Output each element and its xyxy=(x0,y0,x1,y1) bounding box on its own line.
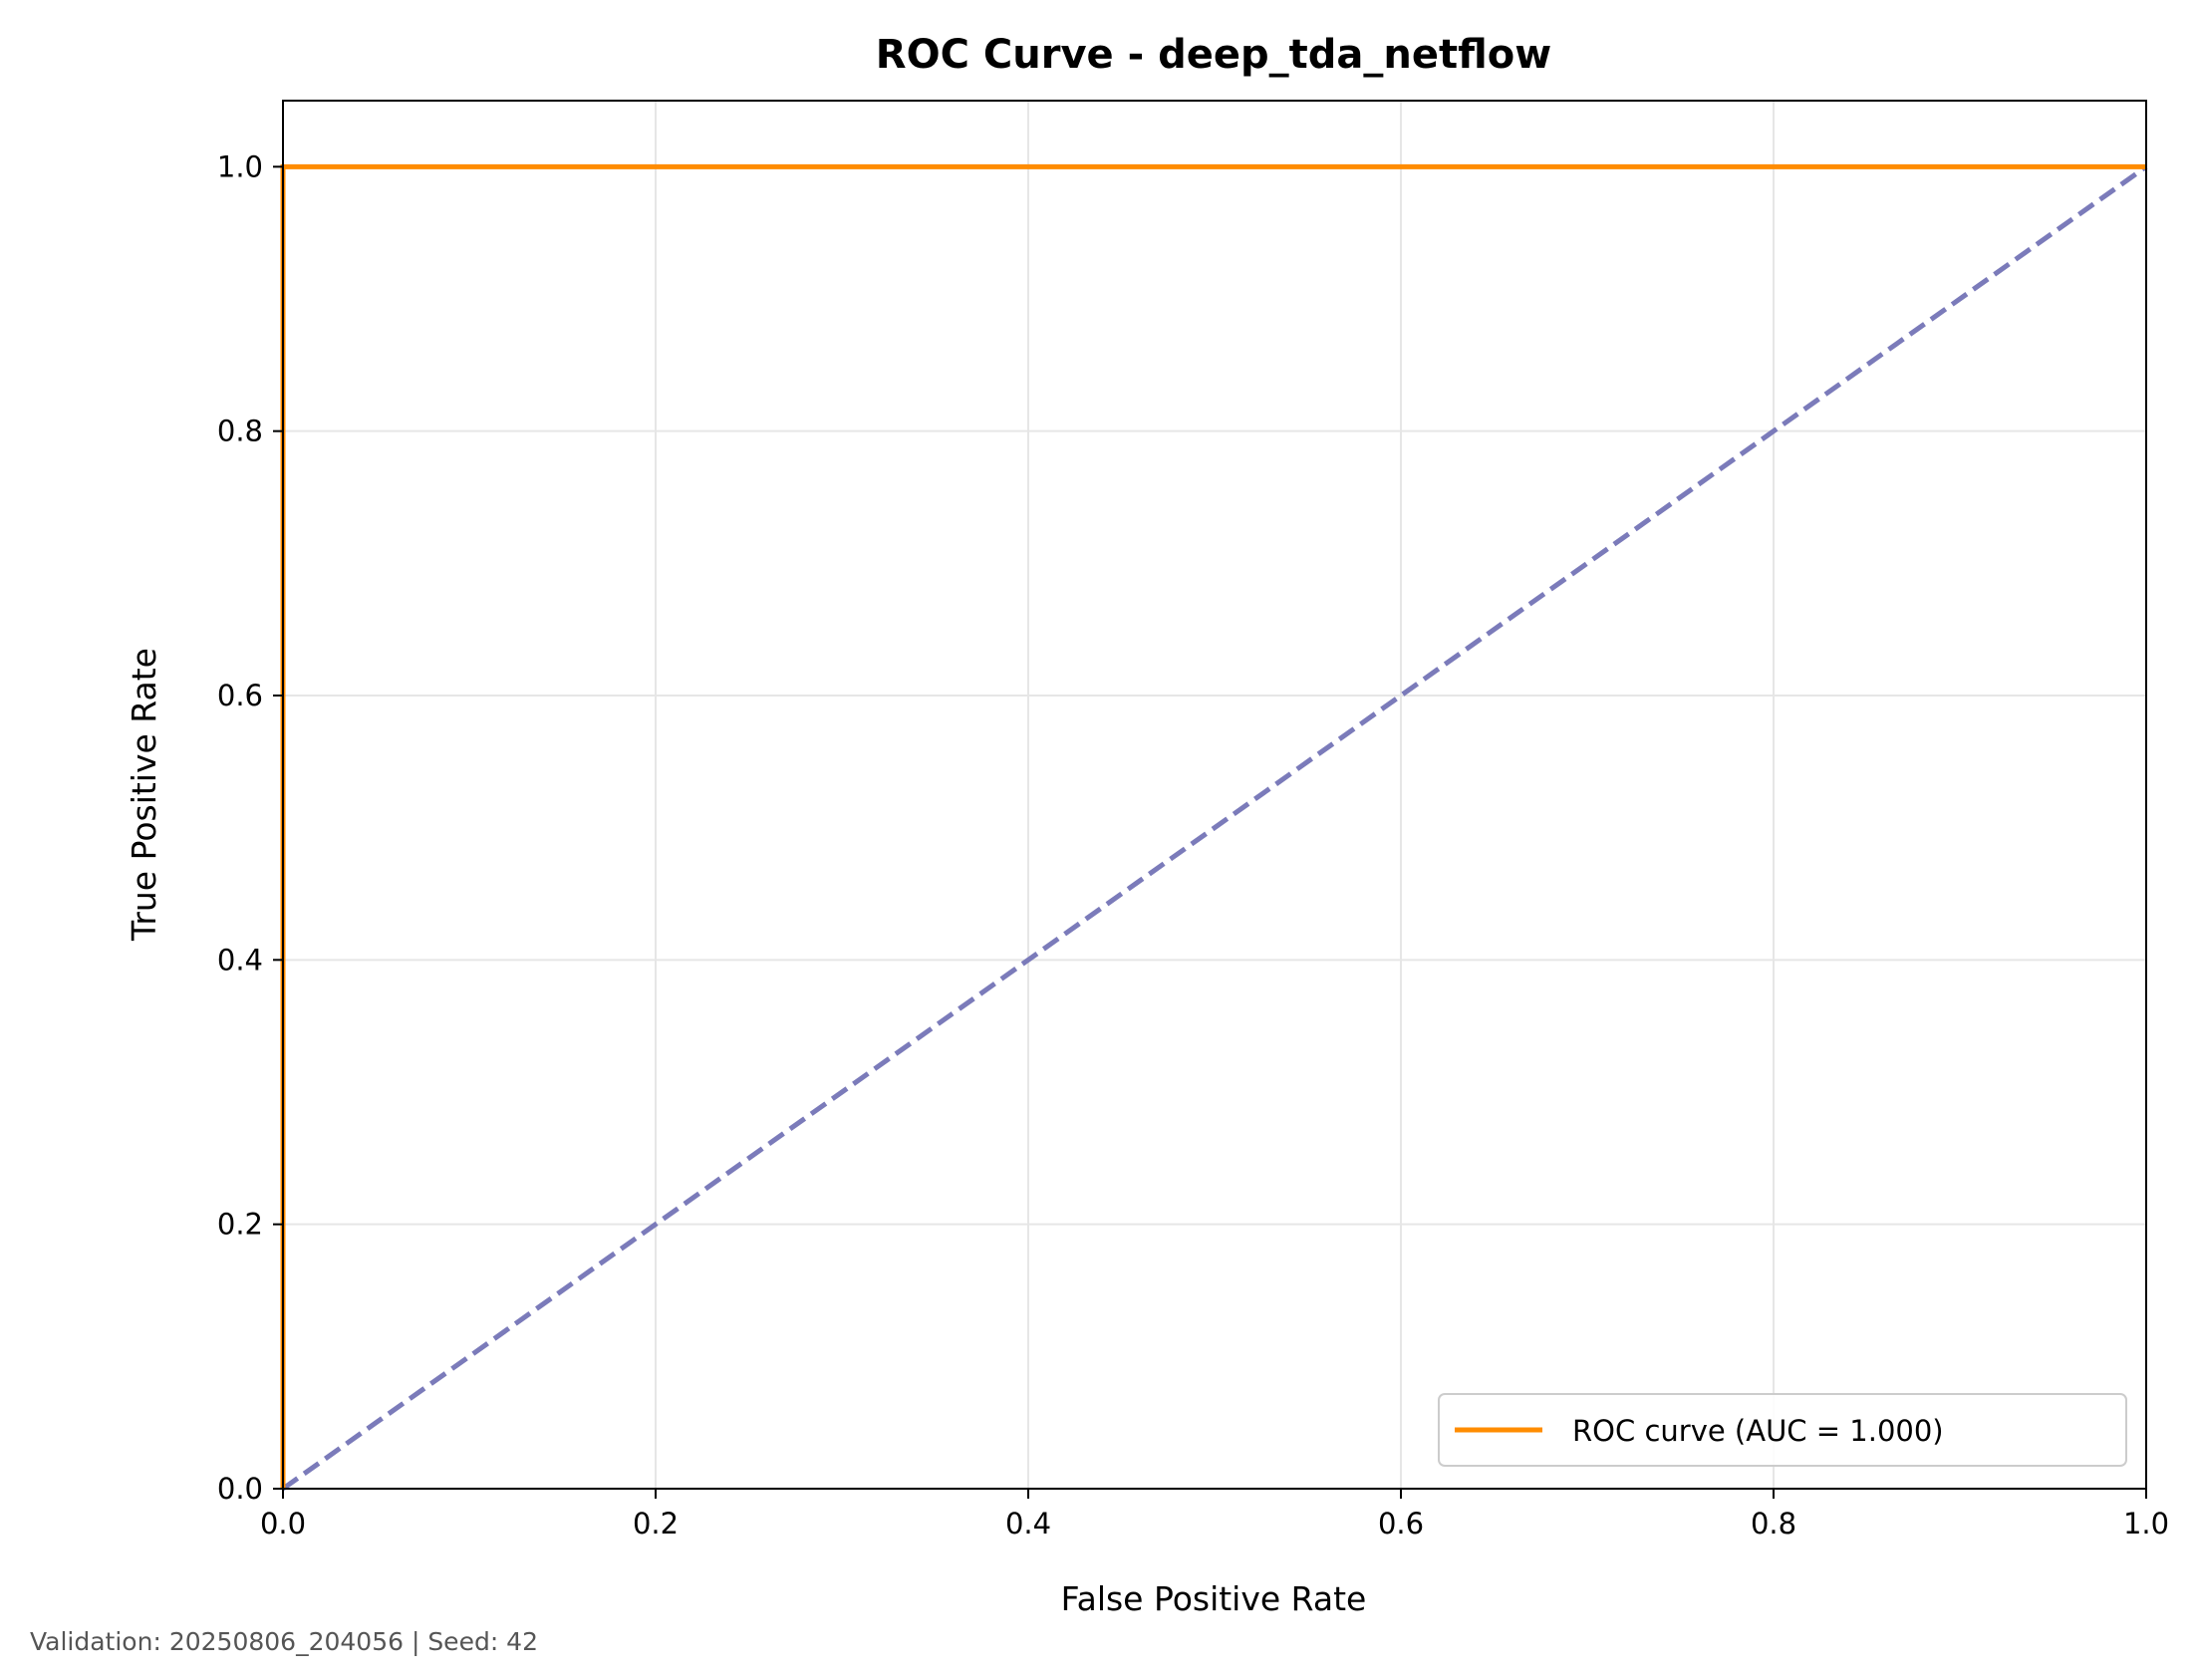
y-tick-label: 1.0 xyxy=(217,149,263,183)
chart-title: ROC Curve - deep_tda_netflow xyxy=(876,32,1551,78)
random-baseline-line xyxy=(281,164,2148,1492)
y-tick-label: 0.0 xyxy=(217,1472,263,1506)
legend-label-roc: ROC curve (AUC = 1.000) xyxy=(1572,1414,1944,1448)
grid-lines xyxy=(282,101,2147,1490)
y-tick-label: 0.4 xyxy=(217,943,263,977)
y-axis-label: True Positive Rate xyxy=(125,648,163,942)
x-axis-label: False Positive Rate xyxy=(1061,1579,1367,1618)
axis-ticks: 0.0 0.2 0.4 0.6 0.8 1.0 0.0 0.2 0.4 0.6 0.8 1.0 xyxy=(217,149,2169,1540)
legend-box xyxy=(1438,1393,2127,1467)
y-tick-label: 0.2 xyxy=(217,1208,263,1242)
x-tick-label: 0.4 xyxy=(1005,1507,1051,1540)
y-tick-label: 0.6 xyxy=(217,679,263,712)
y-tick-label: 0.8 xyxy=(217,415,263,448)
x-tick-label: 1.0 xyxy=(2123,1507,2169,1540)
plot-frame xyxy=(282,100,2147,1490)
footer-note: Validation: 20250806_204056 | Seed: 42 xyxy=(30,1627,538,1656)
series-layer xyxy=(280,163,2148,1492)
x-tick-label: 0.6 xyxy=(1378,1507,1424,1540)
legend: ROC curve (AUC = 1.000) xyxy=(1438,1393,2127,1467)
x-tick-label: 0.2 xyxy=(633,1507,679,1540)
x-tick-label: 0.0 xyxy=(260,1507,306,1540)
x-tick-label: 0.8 xyxy=(1751,1507,1796,1540)
